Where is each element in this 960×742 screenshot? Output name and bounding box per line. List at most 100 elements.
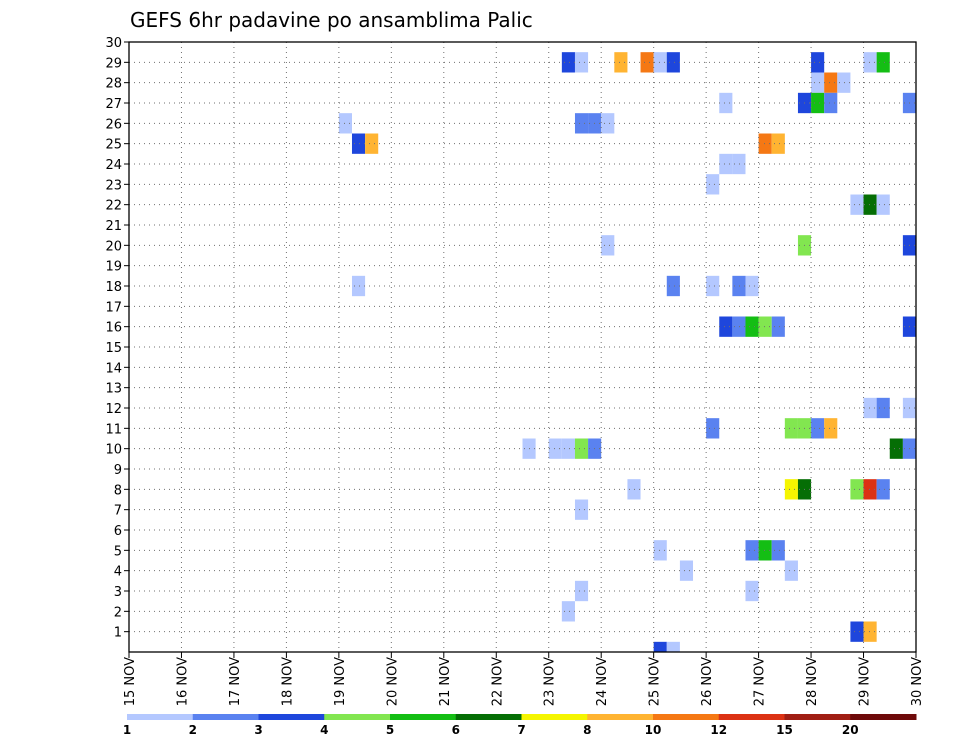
y-tick-label: 26 <box>105 117 122 132</box>
legend-label: 15 <box>776 723 793 737</box>
heatmap-cell <box>863 194 877 215</box>
heatmap-cell <box>811 72 825 93</box>
legend-swatch <box>127 714 194 720</box>
y-tick-label: 13 <box>105 382 122 397</box>
x-tick-label: 26 NOV <box>700 657 715 706</box>
x-tick-label: 17 NOV <box>228 657 243 706</box>
x-tick-label: 27 NOV <box>753 657 768 706</box>
legend-label: 5 <box>386 723 394 737</box>
heatmap-cell <box>365 133 379 154</box>
y-tick-label: 18 <box>105 280 122 295</box>
x-tick-label: 15 NOV <box>123 657 138 706</box>
y-axis: 1234567891011121314151617181920212223242… <box>105 36 129 641</box>
y-tick-label: 16 <box>105 321 122 336</box>
heatmap-cell <box>811 92 825 114</box>
heatmap-cell <box>758 540 772 561</box>
heatmap-cell <box>863 52 877 73</box>
heatmap-cell <box>850 621 864 642</box>
heatmap-cell <box>601 113 615 134</box>
y-tick-label: 19 <box>105 260 122 275</box>
heatmap-cell <box>548 438 562 459</box>
y-tick-label: 21 <box>105 219 122 234</box>
heatmap-cell <box>666 275 680 297</box>
heatmap-cell <box>876 479 890 500</box>
x-tick-label: 21 NOV <box>438 657 453 706</box>
heatmap-cell <box>745 540 759 561</box>
y-tick-label: 28 <box>105 77 122 92</box>
x-tick-label: 24 NOV <box>595 657 610 706</box>
heatmap-cell <box>706 174 720 195</box>
heatmap-cell <box>561 601 575 622</box>
heatmap-cell <box>732 316 746 337</box>
heatmap-cell <box>758 316 772 337</box>
heatmap-cell <box>784 479 798 500</box>
y-tick-label: 29 <box>105 56 122 71</box>
heatmap-cell <box>653 641 667 652</box>
heatmap-cell <box>863 397 877 419</box>
heatmap-cell <box>745 580 759 602</box>
heatmap-cell <box>351 133 366 154</box>
x-axis: 15 NOV 16 NOV 17 NOV 18 NOV 19 NOV 20 NOV 21 N… <box>123 652 925 706</box>
y-tick-label: 22 <box>105 199 122 214</box>
heatmap-cell <box>771 133 785 154</box>
legend-swatch <box>587 714 654 720</box>
legend-swatch <box>324 714 391 720</box>
x-tick-label: 22 NOV <box>490 657 505 706</box>
x-tick-label: 18 NOV <box>280 657 295 706</box>
y-tick-label: 3 <box>114 585 122 600</box>
heatmap-cell <box>706 275 720 297</box>
heatmap-cell <box>758 133 772 154</box>
heatmap-cell <box>719 153 733 175</box>
heatmap-cell <box>679 560 694 581</box>
heatmap-cell <box>732 153 746 175</box>
heatmap-cell <box>561 438 575 459</box>
legend-label: 20 <box>842 723 859 737</box>
y-tick-label: 25 <box>105 138 122 153</box>
heatmap-cell <box>889 438 903 459</box>
x-tick-label: 28 NOV <box>805 657 820 706</box>
heatmap-cell <box>653 540 667 561</box>
legend-swatch <box>390 714 457 720</box>
heatmap-cell <box>574 499 589 520</box>
heatmap-cell <box>850 194 864 215</box>
legend-label: 1 <box>123 723 131 737</box>
heatmap-cell <box>351 275 366 297</box>
legend-label: 4 <box>320 723 328 737</box>
legend-swatch <box>718 714 785 720</box>
legend-swatch <box>192 714 259 720</box>
legend-label: 10 <box>645 723 662 737</box>
y-tick-label: 17 <box>105 300 122 315</box>
y-tick-label: 8 <box>114 483 122 498</box>
heatmap-cell <box>771 540 785 561</box>
x-tick-label: 30 NOV <box>910 657 925 706</box>
heatmap-cell <box>745 316 759 337</box>
heatmap-cell <box>876 194 890 215</box>
x-tick-label: 20 NOV <box>385 657 400 706</box>
heatmap-cell <box>811 418 825 439</box>
heatmap-cell <box>719 92 733 114</box>
heatmap-cell <box>601 235 615 256</box>
heatmap-cell <box>640 52 654 73</box>
heatmap-cell <box>824 418 838 439</box>
heatmap-cell <box>850 479 864 500</box>
y-tick-label: 30 <box>105 36 122 51</box>
legend-swatch <box>258 714 325 720</box>
heatmap-cell <box>784 418 798 439</box>
y-tick-label: 15 <box>105 341 122 356</box>
y-tick-label: 14 <box>105 361 122 376</box>
x-tick-label: 16 NOV <box>175 657 190 706</box>
heatmap-cell <box>627 479 641 500</box>
legend-label: 8 <box>583 723 591 737</box>
y-tick-label: 7 <box>114 504 122 519</box>
heatmap-cell <box>574 438 589 459</box>
x-tick-label: 25 NOV <box>648 657 663 706</box>
heatmap-cell <box>876 52 890 73</box>
heatmap-cell <box>719 316 733 337</box>
legend-swatch <box>455 714 522 720</box>
y-tick-label: 12 <box>105 402 122 417</box>
heatmap-cell <box>666 52 680 73</box>
legend-label: 6 <box>452 723 460 737</box>
x-tick-label: 19 NOV <box>333 657 348 706</box>
y-tick-label: 11 <box>105 422 122 437</box>
